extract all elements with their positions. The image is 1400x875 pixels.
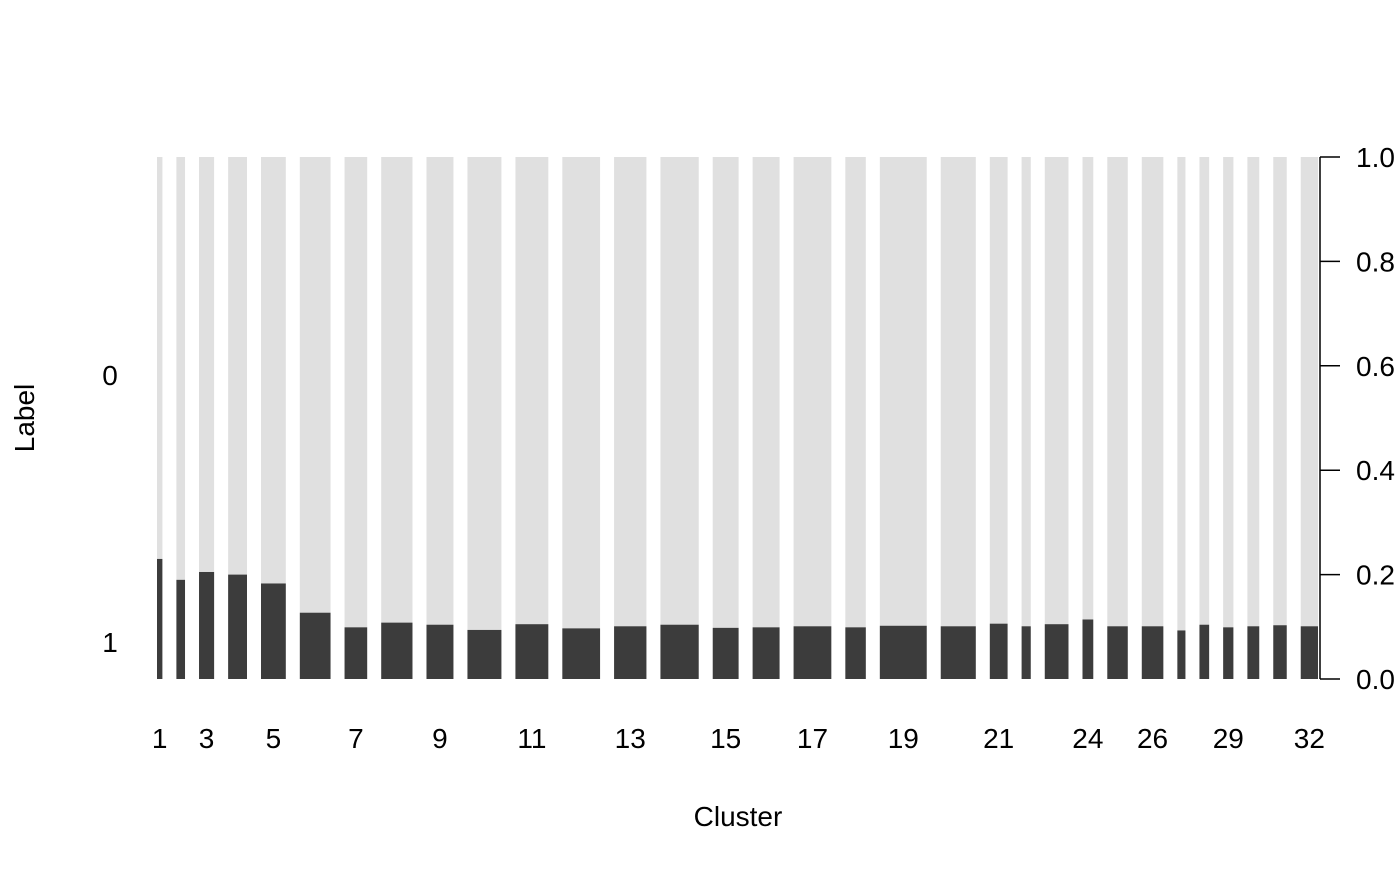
bar-19-label-0 [879,157,927,626]
bar-30-label-0 [1247,157,1260,627]
x-tick-label: 13 [615,723,646,754]
bar-29-label-0 [1223,157,1234,628]
bar-20-label-0 [940,157,976,627]
bar-21-label-1 [989,623,1008,679]
bar-16-label-1 [752,627,780,679]
bar-3-label-1 [199,571,215,679]
x-tick-label: 9 [432,723,448,754]
bar-8-label-0 [381,157,413,623]
bar-32-label-1 [1300,626,1318,679]
bar-11-label-1 [515,624,549,679]
left-axis-label-1: 1 [102,627,118,658]
x-tick-label: 21 [983,723,1014,754]
bar-32-label-0 [1300,157,1318,627]
bar-28-label-0 [1199,157,1210,625]
right-axis-tick-label: 0.6 [1356,351,1395,382]
x-tick-label: 5 [266,723,282,754]
x-tick-label: 19 [888,723,919,754]
bar-14-label-0 [660,157,699,625]
x-tick-label: 24 [1072,723,1103,754]
bar-10-label-1 [467,629,502,679]
bar-15-label-0 [712,157,739,628]
bar-25-label-0 [1107,157,1128,627]
right-axis-tick-label: 0.0 [1356,664,1395,695]
bar-6-label-0 [299,157,331,613]
bar-26-label-0 [1141,157,1164,627]
x-tick-label: 17 [797,723,828,754]
x-axis-label: Cluster [694,801,783,832]
bar-1-label-1 [157,558,163,679]
x-tick-label: 26 [1137,723,1168,754]
bar-13-label-0 [614,157,647,627]
bars-group [157,157,1318,679]
bar-3-label-0 [199,157,215,572]
bar-8-label-1 [381,622,413,679]
bar-24-label-0 [1082,157,1094,620]
x-tick-label: 3 [199,723,215,754]
bar-9-label-1 [426,624,454,679]
left-axis-labels: 01 [102,360,118,658]
bar-7-label-1 [344,627,368,679]
bar-14-label-1 [660,624,699,679]
bar-18-label-1 [845,627,866,679]
bar-10-label-0 [467,157,502,630]
x-tick-label: 29 [1213,723,1244,754]
bar-19-label-1 [879,625,927,679]
right-axis-tick-label: 0.4 [1356,455,1395,486]
bar-4-label-0 [228,157,247,575]
bar-16-label-0 [752,157,780,628]
bar-28-label-1 [1199,624,1210,679]
bar-20-label-1 [940,626,976,679]
right-axis-tick-label: 0.8 [1356,246,1395,277]
bar-23-label-1 [1044,624,1069,679]
bar-31-label-0 [1273,157,1287,626]
bar-26-label-1 [1141,626,1164,679]
bar-11-label-0 [515,157,549,625]
bar-2-label-1 [176,579,186,679]
bar-1-label-0 [157,157,163,559]
bar-29-label-1 [1223,627,1234,679]
x-tick-label: 7 [348,723,364,754]
bar-12-label-0 [562,157,601,629]
bar-31-label-1 [1273,625,1287,679]
bar-15-label-1 [712,627,739,679]
bar-5-label-0 [260,157,286,584]
bar-2-label-0 [176,157,186,580]
x-tick-labels: 1 3 5 7 9 11 13 15 17 19 21 24 26 29 32 [152,723,1325,754]
right-axis-tick-label: 0.2 [1356,560,1395,591]
x-tick-label: 11 [517,723,546,754]
x-tick-label: 15 [710,723,741,754]
bar-27-label-0 [1177,157,1186,631]
bar-17-label-1 [793,626,832,679]
bar-25-label-1 [1107,626,1128,679]
bar-24-label-1 [1082,619,1094,679]
x-tick-label: 32 [1294,723,1325,754]
bar-18-label-0 [845,157,866,628]
bar-7-label-0 [344,157,368,628]
right-axis-tick-label: 1.0 [1356,142,1395,173]
left-axis-label-0: 0 [102,360,118,391]
bar-27-label-1 [1177,630,1186,679]
bar-6-label-1 [299,612,331,679]
bar-5-label-1 [260,583,286,679]
bar-22-label-0 [1021,157,1031,627]
x-tick-label: 1 [152,723,168,754]
bar-21-label-0 [989,157,1008,624]
right-axis: 0.0 0.2 0.4 0.6 0.8 1.0 [1319,142,1395,695]
bar-13-label-1 [614,626,647,679]
bar-17-label-0 [793,157,832,627]
bar-12-label-1 [562,628,601,679]
bar-30-label-1 [1247,626,1260,679]
bar-4-label-1 [228,574,247,679]
bar-23-label-0 [1044,157,1069,625]
bar-9-label-0 [426,157,454,625]
bar-22-label-1 [1021,626,1031,679]
y-axis-label: Label [9,384,40,453]
